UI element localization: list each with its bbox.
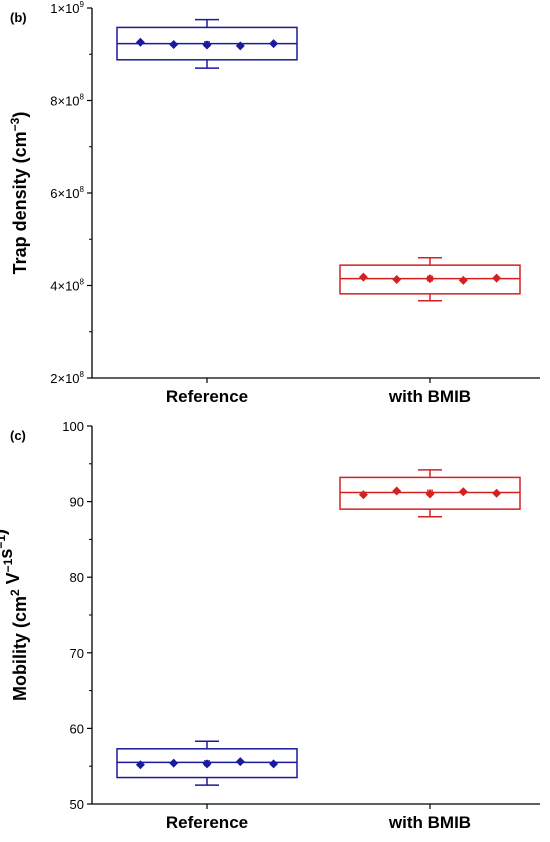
y-tick-label: 100 xyxy=(62,419,84,434)
y-axis-title: Mobility (cm2 V−1s−1) xyxy=(0,529,30,701)
panel-label: (b) xyxy=(10,10,27,25)
data-point xyxy=(135,37,145,47)
box-reference xyxy=(116,740,298,786)
y-tick-label: 2×108 xyxy=(50,370,84,386)
y-tick-label: 50 xyxy=(70,797,84,812)
data-point xyxy=(392,274,402,284)
data-point xyxy=(458,275,468,285)
data-point xyxy=(202,40,212,50)
data-point xyxy=(425,489,435,499)
y-tick-label: 60 xyxy=(70,721,84,736)
y-tick-label: 70 xyxy=(70,646,84,661)
data-point xyxy=(392,486,402,496)
x-tick-label: Reference xyxy=(166,387,248,406)
data-point xyxy=(458,487,468,497)
y-axis-title: Trap density (cm−3) xyxy=(8,112,30,275)
box-body xyxy=(116,748,298,779)
y-tick-label: 90 xyxy=(70,495,84,510)
data-point xyxy=(425,274,435,284)
data-point xyxy=(235,757,245,767)
data-point xyxy=(135,760,145,770)
y-tick-label: 4×108 xyxy=(50,278,84,294)
box-with-bmib xyxy=(339,469,521,518)
trap-density-panel: (b) 2×108 4×108 6×108 8×108 1×109 Trap density… xyxy=(8,0,540,406)
x-tick-label: with BMIB xyxy=(388,813,471,832)
data-point xyxy=(269,759,279,769)
y-tick-label: 6×108 xyxy=(50,185,84,201)
data-point xyxy=(358,490,368,500)
mobility-panel: (c) 50 60 70 80 90 100 Mobility (cm2 V−1s−1) Ref… xyxy=(0,419,540,832)
data-point xyxy=(492,273,502,283)
data-point xyxy=(358,272,368,282)
box-body xyxy=(339,264,521,295)
box-with-bmib xyxy=(339,257,521,302)
data-point xyxy=(169,758,179,768)
box-reference xyxy=(116,18,298,69)
y-tick-label: 80 xyxy=(70,570,84,585)
data-point xyxy=(235,41,245,51)
panel-label: (c) xyxy=(10,428,26,443)
y-tick-label: 8×108 xyxy=(50,93,84,109)
data-point xyxy=(492,488,502,498)
data-point xyxy=(269,39,279,49)
x-tick-label: with BMIB xyxy=(388,387,471,406)
x-tick-label: Reference xyxy=(166,813,248,832)
y-tick-label: 1×109 xyxy=(50,0,84,16)
box-body xyxy=(339,476,521,510)
data-point xyxy=(202,759,212,769)
data-point xyxy=(169,40,179,50)
